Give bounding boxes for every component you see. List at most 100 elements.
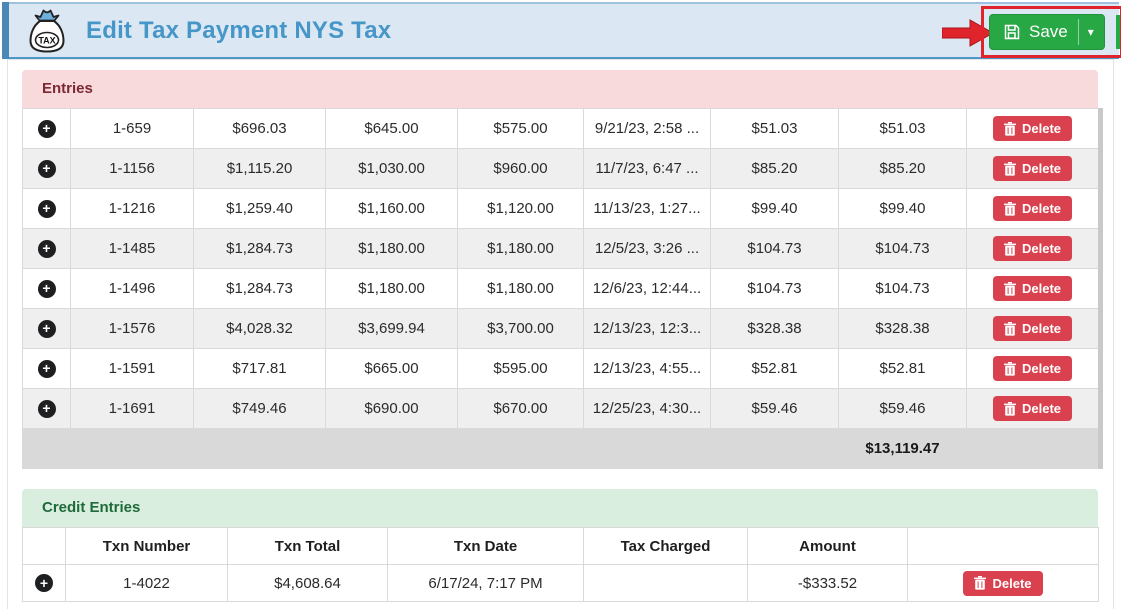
table-cell: $690.00	[325, 388, 458, 429]
expand-row-button[interactable]: +	[37, 199, 56, 218]
table-cell: $3,700.00	[457, 308, 584, 349]
table-cell: $670.00	[457, 388, 584, 429]
table-cell: $51.03	[710, 108, 839, 149]
table-cell: 12/6/23, 12:44...	[583, 268, 711, 309]
expand-row-button[interactable]: +	[35, 574, 53, 592]
save-button-annotation-box: Save ▾	[981, 6, 1121, 58]
delete-button-label: Delete	[1021, 201, 1062, 216]
trash-icon	[1003, 281, 1016, 296]
table-cell: $99.40	[838, 188, 967, 229]
table-cell: $1,259.40	[193, 188, 326, 229]
table-cell: 1-1216	[70, 188, 194, 229]
trash-icon	[974, 576, 987, 590]
delete-button[interactable]: Delete	[992, 356, 1073, 381]
table-row: +1-1156 $1,115.20 $1,030.00 $960.00 11/7/23,…	[22, 148, 1099, 189]
entries-total-row: $13,119.47	[22, 428, 1099, 469]
delete-button[interactable]: Delete	[992, 316, 1073, 341]
delete-button[interactable]: Delete	[992, 156, 1073, 181]
credit-entries-header-row: Txn Number Txn Total Txn Date Tax Charge…	[22, 527, 1099, 565]
table-cell: $328.38	[710, 308, 839, 349]
col-header-amount: Amount	[747, 527, 908, 565]
table-row: +1-1691 $749.46 $690.00 $670.00 12/25/23, 4:…	[22, 388, 1099, 429]
expand-row-button[interactable]: +	[37, 119, 56, 138]
col-header-tax-charged: Tax Charged	[583, 527, 748, 565]
save-split-divider	[1077, 19, 1079, 45]
table-cell: $1,180.00	[325, 228, 458, 269]
table-cell: $1,030.00	[325, 148, 458, 189]
table-cell: -$333.52	[747, 564, 908, 602]
page-title: Edit Tax Payment NYS Tax	[86, 16, 392, 44]
delete-button-label: Delete	[1021, 161, 1062, 176]
trash-icon	[1003, 161, 1016, 176]
table-cell: $104.73	[838, 228, 967, 269]
delete-button[interactable]: Delete	[992, 236, 1073, 261]
trash-icon	[1003, 401, 1016, 416]
table-row: +1-1576 $4,028.32 $3,699.94 $3,700.00 12/13/…	[22, 308, 1099, 349]
save-button[interactable]: Save ▾	[989, 14, 1105, 50]
table-cell: $1,115.20	[193, 148, 326, 189]
expand-row-button[interactable]: +	[37, 359, 56, 378]
expand-row-button[interactable]: +	[37, 399, 56, 418]
delete-button-label: Delete	[1021, 241, 1062, 256]
table-cell: $1,180.00	[457, 228, 584, 269]
entries-scrollbar[interactable]	[1098, 108, 1103, 469]
entries-table: +1-659 $696.03 $645.00 $575.00 9/21/23, 2:58…	[22, 108, 1099, 469]
table-cell: 12/13/23, 4:55...	[583, 348, 711, 389]
expand-row-button[interactable]: +	[37, 319, 56, 338]
table-cell: $85.20	[710, 148, 839, 189]
delete-button-label: Delete	[1021, 361, 1062, 376]
table-cell: 9/21/23, 2:58 ...	[583, 108, 711, 149]
table-cell: $104.73	[710, 268, 839, 309]
delete-button-label: Delete	[1021, 281, 1062, 296]
col-header-txn-number: Txn Number	[65, 527, 228, 565]
table-cell: 1-1691	[70, 388, 194, 429]
expand-row-button[interactable]: +	[37, 239, 56, 258]
table-cell: $328.38	[838, 308, 967, 349]
expand-row-button[interactable]: +	[37, 159, 56, 178]
table-cell: 1-1576	[70, 308, 194, 349]
header-accent-stripe	[2, 2, 9, 59]
table-cell: 1-659	[70, 108, 194, 149]
table-cell: $99.40	[710, 188, 839, 229]
table-cell: 12/5/23, 3:26 ...	[583, 228, 711, 269]
table-cell: $52.81	[710, 348, 839, 389]
delete-button[interactable]: Delete	[992, 116, 1073, 141]
delete-button-label: Delete	[992, 575, 1032, 591]
table-row: +1-1591 $717.81 $665.00 $595.00 12/13/23, 4:…	[22, 348, 1099, 389]
table-cell	[583, 564, 748, 602]
table-cell: 1-1156	[70, 148, 194, 189]
table-cell: $595.00	[457, 348, 584, 389]
table-cell: $696.03	[193, 108, 326, 149]
table-cell: $4,028.32	[193, 308, 326, 349]
trash-icon	[1003, 201, 1016, 216]
table-cell: $59.46	[710, 388, 839, 429]
table-cell: $575.00	[457, 108, 584, 149]
table-cell: 1-1485	[70, 228, 194, 269]
table-cell: 11/7/23, 6:47 ...	[583, 148, 711, 189]
save-button-label: Save	[1029, 22, 1068, 41]
table-cell: $104.73	[710, 228, 839, 269]
delete-button-label: Delete	[1021, 321, 1062, 336]
partial-button-sliver	[1116, 15, 1120, 49]
save-dropdown-caret-icon[interactable]: ▾	[1087, 25, 1094, 39]
table-cell: $85.20	[838, 148, 967, 189]
delete-button[interactable]: Delete	[992, 196, 1073, 221]
table-cell: $51.03	[838, 108, 967, 149]
table-cell: $1,284.73	[193, 228, 326, 269]
table-cell: 1-1591	[70, 348, 194, 389]
delete-button[interactable]: Delete	[992, 276, 1073, 301]
table-cell: $104.73	[838, 268, 967, 309]
entries-section: Entries +1-659 $696.03 $645.00 $575.00 9/21/…	[22, 70, 1103, 469]
table-cell: $4,608.64	[227, 564, 388, 602]
delete-button[interactable]: Delete	[963, 570, 1043, 596]
table-cell: 1-4022	[65, 564, 228, 602]
expand-row-button[interactable]: +	[37, 279, 56, 298]
table-cell: 12/25/23, 4:30...	[583, 388, 711, 429]
trash-icon	[1003, 121, 1016, 136]
table-row: +1-1216 $1,259.40 $1,160.00 $1,120.00 11/13/…	[22, 188, 1099, 229]
trash-icon	[1003, 361, 1016, 376]
delete-button-label: Delete	[1021, 121, 1062, 136]
table-cell: $3,699.94	[325, 308, 458, 349]
delete-button[interactable]: Delete	[992, 396, 1073, 421]
table-cell: 1-1496	[70, 268, 194, 309]
